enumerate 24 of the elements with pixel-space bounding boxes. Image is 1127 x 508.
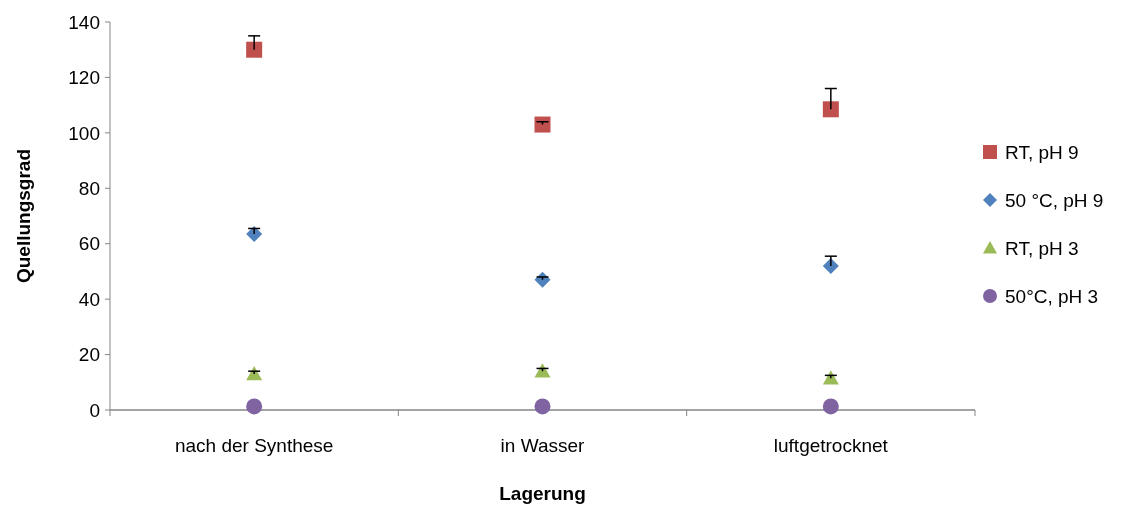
y-tick-label: 80 [78, 177, 100, 199]
x-axis-title: Lagerung [499, 483, 586, 504]
legend-label: 50 °C, pH 9 [1005, 189, 1104, 211]
point [534, 398, 551, 415]
y-tick-label: 20 [78, 344, 100, 366]
point [822, 101, 839, 118]
legend-label: RT, pH 3 [1005, 237, 1079, 259]
point [822, 370, 839, 385]
y-tick-label: 40 [78, 288, 100, 310]
point [246, 398, 263, 415]
legend-label: RT, pH 9 [1005, 141, 1079, 163]
y-axis-title: Quellungsgrad [13, 148, 34, 284]
x-tick-label: luftgetrocknet [773, 435, 889, 456]
y-tick-label: 120 [68, 67, 100, 89]
point [246, 41, 263, 58]
point [822, 398, 839, 415]
y-tick-label: 60 [78, 233, 100, 255]
y-tick-label: 0 [89, 399, 100, 421]
y-tick-label: 140 [68, 11, 100, 33]
x-tick-label: nach der Synthese [174, 435, 334, 456]
point [534, 363, 551, 378]
x-tick-label: in Wasser [500, 435, 586, 456]
legend-label: 50°C, pH 3 [1005, 285, 1099, 307]
y-tick-label: 100 [68, 122, 100, 144]
